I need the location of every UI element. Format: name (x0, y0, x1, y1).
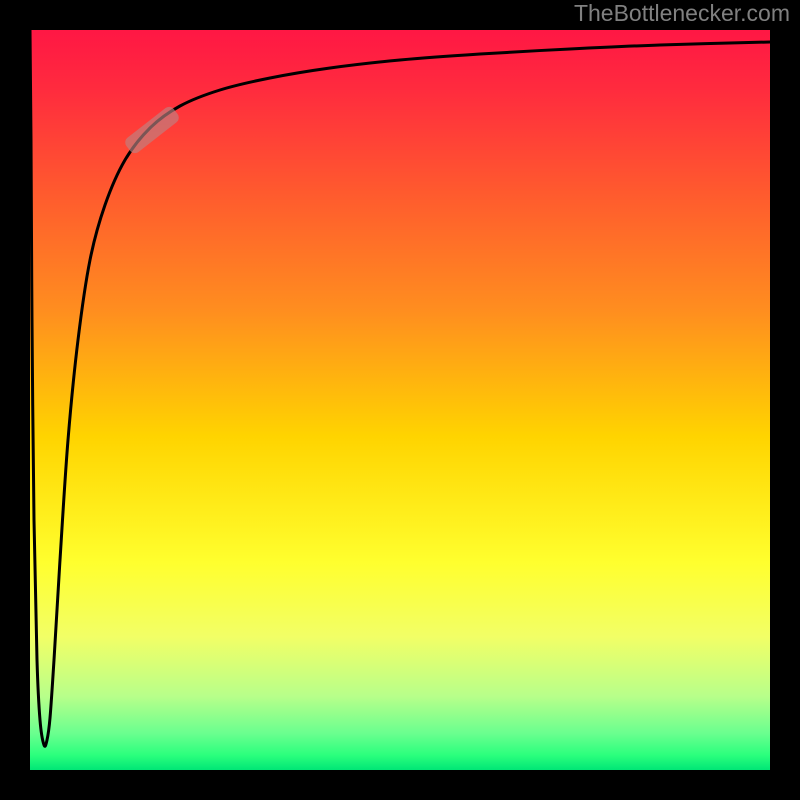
chart-svg (0, 0, 800, 800)
bottleneck-chart (0, 0, 800, 800)
watermark-text: TheBottlenecker.com (574, 0, 790, 27)
